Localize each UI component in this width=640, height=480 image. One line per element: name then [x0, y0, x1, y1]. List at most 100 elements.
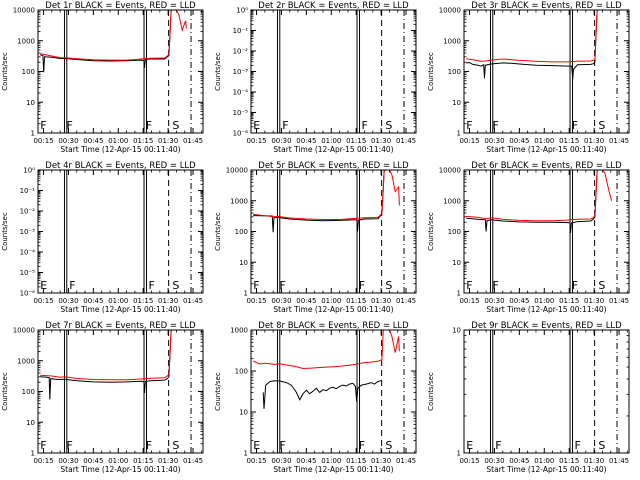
y-tick-label: 1 [244, 450, 248, 458]
y-axis-label: Counts/sec [1, 212, 9, 251]
x-tick-label: 00:15 [459, 137, 479, 145]
panel-title: Det 5r BLACK = Events, RED = LLD [258, 161, 409, 171]
lld-series [466, 170, 613, 222]
plot-area [466, 10, 618, 133]
y-tick-label: 10000 [13, 7, 35, 15]
plot-area [40, 10, 192, 133]
y-tick-label: 10⁻⁴ [20, 249, 36, 257]
event-marker-s: S [172, 279, 179, 292]
y-axis-label: Counts/sec [214, 52, 222, 91]
y-tick-label: 10 [239, 259, 248, 267]
event-marker-f: F [279, 439, 285, 452]
y-tick-label: 10⁻³ [233, 68, 249, 76]
panel-title: Det 7r BLACK = Events, RED = LLD [45, 321, 196, 331]
event-marker-e: E [253, 439, 260, 452]
x-tick-label: 00:45 [296, 137, 316, 145]
x-tick-label: 01:45 [609, 137, 629, 145]
y-tick-label: 10000 [439, 167, 461, 175]
event-marker-f: F [66, 119, 72, 132]
y-tick-label: 10⁻⁵ [233, 109, 249, 117]
event-marker-f: F [146, 119, 152, 132]
x-tick-label: 00:15 [459, 457, 479, 465]
plot-area [466, 170, 618, 293]
x-tick-label: 00:30 [271, 297, 291, 305]
y-tick-label: 10⁻¹ [233, 27, 249, 35]
x-tick-label: 01:45 [183, 137, 203, 145]
event-marker-s: S [172, 119, 179, 132]
y-axis-label: Counts/sec [427, 372, 435, 411]
y-tick-label: 100 [22, 68, 35, 76]
event-marker-f: F [282, 119, 288, 132]
plot-area [276, 10, 405, 133]
x-tick-label: 00:15 [33, 297, 53, 305]
y-tick-label: 10 [452, 259, 461, 267]
y-axis-label: Counts/sec [214, 212, 222, 251]
event-marker-f: F [466, 279, 472, 292]
x-tick-label: 01:15 [346, 457, 366, 465]
y-axis-label: Counts/sec [427, 52, 435, 91]
x-tick-label: 00:30 [58, 457, 78, 465]
event-marker-f: F [492, 279, 498, 292]
x-tick-label: 01:00 [321, 457, 341, 465]
x-tick-label: 01:45 [183, 457, 203, 465]
x-tick-label: 01:30 [584, 137, 604, 145]
x-tick-label: 00:15 [459, 297, 479, 305]
panel-6: Det 6r BLACK = Events, RED = LLD 1 10 100 10… [427, 161, 630, 314]
x-axis-label: Start Time (12-Apr-15 00:11:40) [60, 305, 180, 314]
panel-4: Det 4r BLACK = Events, RED = LLD 10⁻⁶ 10⁻⁵… [1, 161, 204, 314]
x-tick-label: 01:45 [183, 297, 203, 305]
plot-area [63, 170, 192, 293]
lld-series [40, 10, 187, 61]
x-axis-label: Start Time (12-Apr-15 00:11:40) [486, 145, 606, 154]
y-tick-label: 10⁻⁵ [20, 269, 36, 277]
x-tick-label: 01:30 [371, 137, 391, 145]
lld-series [466, 10, 603, 63]
y-tick-label: 1000 [230, 327, 248, 335]
x-tick-label: 01:30 [158, 457, 178, 465]
x-tick-label: 01:15 [346, 297, 366, 305]
y-tick-label: 10⁻² [20, 208, 36, 216]
plot-frame [463, 9, 630, 134]
y-tick-label: 1 [31, 450, 35, 458]
panel-title: Det 6r BLACK = Events, RED = LLD [471, 161, 622, 171]
y-tick-label: 100 [22, 388, 35, 396]
x-axis-label: Start Time (12-Apr-15 00:11:40) [273, 465, 393, 474]
event-marker-e: E [253, 119, 260, 132]
events-series [466, 10, 599, 80]
y-tick-label: 10 [239, 409, 248, 417]
x-tick-label: 00:30 [484, 457, 504, 465]
y-tick-label: 100 [235, 228, 248, 236]
event-marker-f: F [575, 439, 581, 452]
panel-5: Det 5r BLACK = Events, RED = LLD 1 10 100 10… [214, 161, 417, 314]
panel-1: Det 1r BLACK = Events, RED = LLD 1 10 100 10… [1, 1, 204, 154]
event-marker-f: F [572, 279, 578, 292]
x-tick-label: 00:30 [58, 137, 78, 145]
panel-title: Det 8r BLACK = Events, RED = LLD [258, 321, 409, 331]
x-tick-label: 00:15 [246, 297, 266, 305]
x-axis-label: Start Time (12-Apr-15 00:11:40) [60, 465, 180, 474]
panel-7: Det 7r BLACK = Events, RED = LLD 1 10 100 10… [1, 321, 204, 474]
event-marker-e: E [40, 279, 47, 292]
event-marker-s: S [598, 119, 605, 132]
y-tick-label: 100 [448, 228, 461, 236]
lld-series [252, 330, 400, 370]
y-tick-label: 1000 [17, 357, 35, 365]
x-axis-label: Start Time (12-Apr-15 00:11:40) [273, 145, 393, 154]
x-axis-label: Start Time (12-Apr-15 00:11:40) [486, 305, 606, 314]
y-tick-label: 1000 [443, 197, 461, 205]
plot-frame [250, 169, 417, 294]
y-tick-label: 10000 [226, 167, 248, 175]
event-marker-s: S [385, 119, 392, 132]
x-tick-label: 01:00 [108, 137, 128, 145]
lld-series [40, 330, 173, 381]
y-tick-label: 10000 [439, 7, 461, 15]
x-tick-label: 00:15 [33, 457, 53, 465]
x-tick-label: 00:45 [509, 137, 529, 145]
y-tick-label: 10000 [13, 327, 35, 335]
event-marker-s: S [598, 279, 605, 292]
events-series [466, 170, 599, 233]
x-tick-label: 01:30 [584, 457, 604, 465]
x-tick-label: 01:45 [396, 457, 416, 465]
event-marker-s: S [385, 439, 392, 452]
event-marker-f: F [40, 439, 46, 452]
